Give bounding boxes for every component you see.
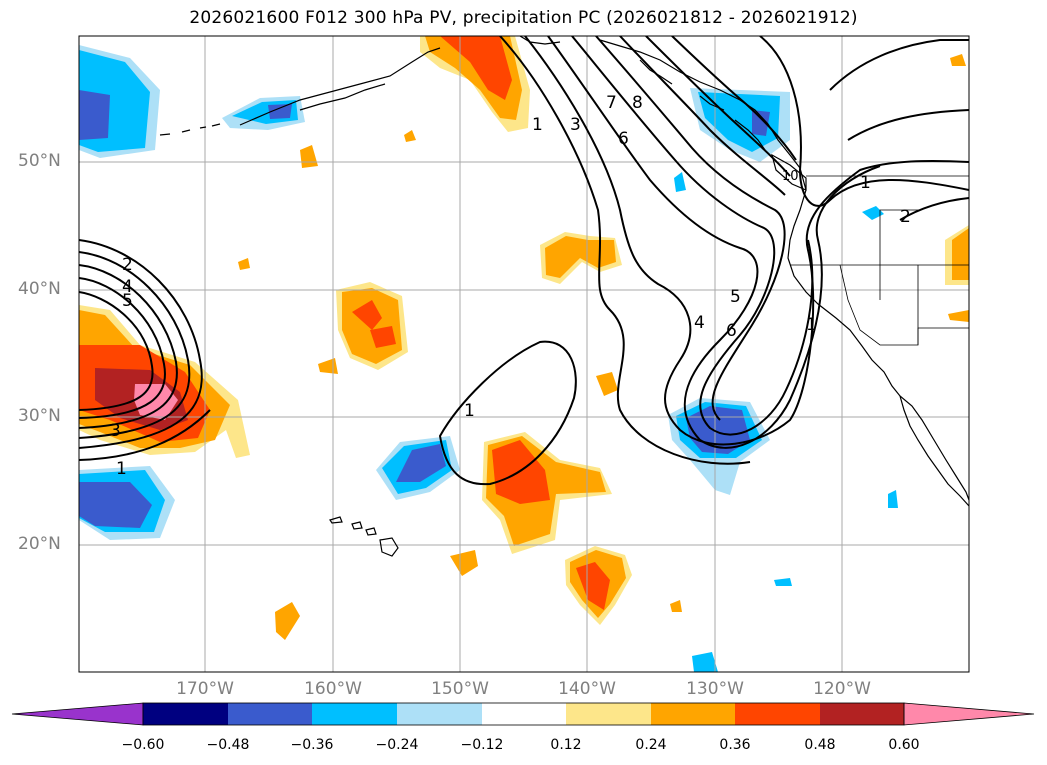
contour-label: 1 — [464, 401, 475, 421]
lon-label: 140°W — [558, 679, 616, 699]
colorbar-segment — [397, 703, 482, 725]
colorbar-segment — [820, 703, 904, 725]
contour-label: 10 — [782, 169, 799, 184]
colorbar-tick-label: −0.36 — [290, 737, 334, 753]
contour-label: 8 — [632, 93, 643, 113]
contour-label: 5 — [730, 287, 741, 307]
colorbar-segment — [228, 703, 312, 725]
contour-label: 1 — [532, 115, 543, 135]
colorbar-segment — [143, 703, 228, 725]
contour-label: 1 — [806, 315, 817, 335]
contour-label: 3 — [110, 421, 121, 441]
colorbar-tick-label: −0.48 — [206, 737, 250, 753]
colorbar-tick-label: 0.24 — [635, 737, 667, 753]
colorbar-frame — [142, 702, 905, 726]
contour-label: 3 — [570, 115, 581, 135]
colorbar-segment — [735, 703, 820, 725]
lat-label: 50°N — [18, 151, 61, 171]
contour-label: 5 — [122, 291, 133, 311]
contour-label: 2 — [122, 255, 133, 275]
political-borders — [790, 175, 969, 346]
contour-label: 6 — [726, 321, 737, 341]
contour-label: 7 — [606, 93, 617, 113]
contour-label: 1 — [116, 459, 127, 479]
lon-label: 150°W — [431, 679, 489, 699]
pv-contours — [79, 36, 969, 486]
lon-label: 170°W — [176, 679, 234, 699]
coastlines — [159, 36, 969, 557]
map-frame — [78, 35, 970, 673]
contour-label: 1 — [860, 173, 871, 193]
colorbar-tick-label: −0.12 — [460, 737, 504, 753]
colorbar-tick-label: 0.48 — [804, 737, 836, 753]
colorbar-tick-label: 0.60 — [888, 737, 920, 753]
contour-label: 2 — [900, 207, 911, 227]
colorbar-tick-label: −0.24 — [375, 737, 419, 753]
lat-label: 40°N — [18, 279, 61, 299]
colorbar-segment — [312, 703, 397, 725]
colorbar-segment — [651, 703, 735, 725]
colorbar-segment — [566, 703, 651, 725]
pv-contour-labels: 1 3 6 7 8 2 4 5 1 3 1 1 4 5 6 1 2 10 — [110, 93, 911, 479]
colorbar-tick-label: 0.12 — [550, 737, 582, 753]
map-plot-area: 1 3 6 7 8 2 4 5 1 3 1 1 4 5 6 1 2 10 — [79, 36, 969, 672]
contour-label: 4 — [694, 313, 705, 333]
lon-label: 120°W — [813, 679, 871, 699]
chart-title: 2026021600 F012 300 hPa PV, precipitatio… — [189, 8, 858, 28]
colorbar — [11, 702, 1035, 726]
lon-label: 160°W — [304, 679, 362, 699]
contour-label: 6 — [618, 129, 629, 149]
contour-label: 4 — [122, 277, 133, 297]
negative-anomaly-shading — [79, 45, 898, 672]
lon-label: 130°W — [686, 679, 744, 699]
colorbar-tick-label: 0.36 — [719, 737, 751, 753]
graticule — [79, 36, 969, 672]
lat-label: 30°N — [18, 406, 61, 426]
colorbar-under-triangle — [11, 702, 144, 726]
colorbar-over-triangle — [903, 702, 1035, 726]
colorbar-tick-label: −0.60 — [121, 737, 165, 753]
colorbar-segment — [482, 703, 566, 725]
lat-label: 20°N — [18, 534, 61, 554]
